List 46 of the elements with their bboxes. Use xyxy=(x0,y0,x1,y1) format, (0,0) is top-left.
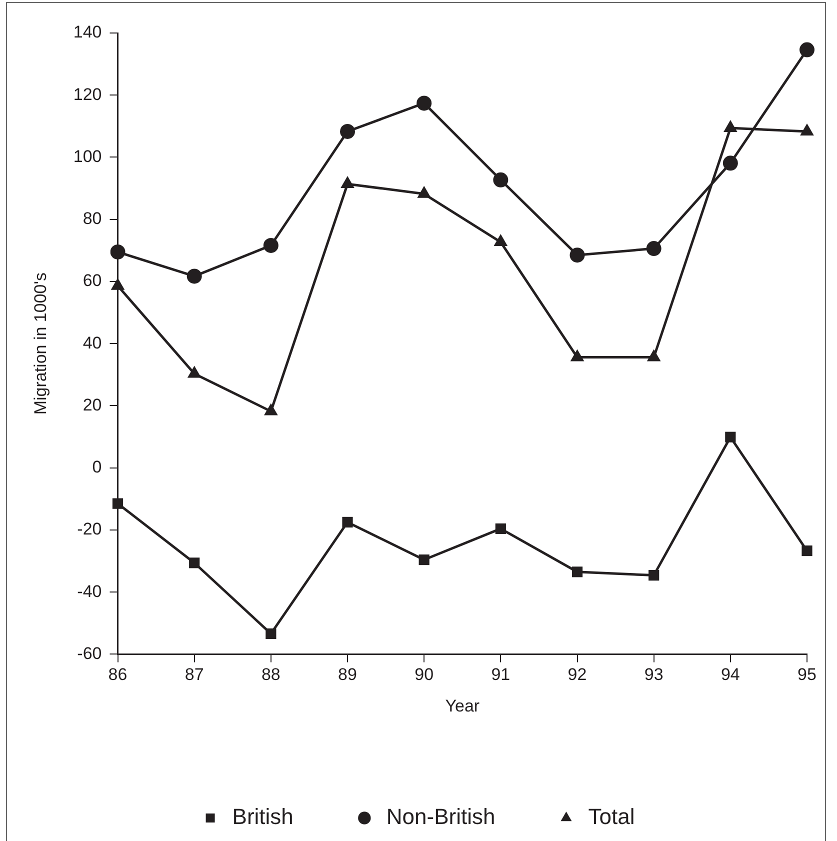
point xyxy=(495,523,506,534)
x-tick-label: 92 xyxy=(568,665,587,684)
point xyxy=(725,432,736,442)
point xyxy=(493,172,508,188)
y-tick-label: 140 xyxy=(73,22,102,42)
y-axis-title: Migration in 1000's xyxy=(30,272,50,415)
point xyxy=(263,238,278,253)
point xyxy=(572,566,583,578)
point xyxy=(570,248,585,263)
x-tick-label: 87 xyxy=(184,665,204,684)
y-tick-label: 0 xyxy=(92,458,102,477)
y-tick-label: -60 xyxy=(77,644,102,663)
x-tick-label: 89 xyxy=(338,665,357,684)
legend-label: Total xyxy=(588,804,635,830)
y-tick-label: 20 xyxy=(82,395,102,414)
y-tick-label: 80 xyxy=(82,209,102,228)
point xyxy=(112,498,124,509)
point xyxy=(342,516,353,528)
point xyxy=(646,241,662,256)
y-tick-label: -40 xyxy=(77,582,102,601)
y-tick-label: 40 xyxy=(82,333,102,352)
x-tick-label: 91 xyxy=(491,665,510,684)
point xyxy=(186,268,202,284)
point xyxy=(110,244,126,260)
x-axis-title: Year xyxy=(445,696,480,716)
y-tick-label: 120 xyxy=(73,84,102,104)
point xyxy=(722,156,738,171)
point xyxy=(802,545,812,556)
point xyxy=(189,558,200,568)
point xyxy=(648,570,660,581)
point xyxy=(416,96,432,111)
legend-label: Non-British xyxy=(386,804,496,830)
x-tick-label: 95 xyxy=(798,665,816,684)
legend-label: British xyxy=(232,804,294,830)
x-tick-label: 94 xyxy=(720,665,740,684)
point xyxy=(266,628,276,640)
x-tick-label: 93 xyxy=(644,665,664,684)
point xyxy=(418,554,430,566)
point xyxy=(800,42,814,58)
x-tick-label: 90 xyxy=(414,665,434,684)
y-tick-label: 60 xyxy=(82,271,102,290)
y-tick-label: -20 xyxy=(77,520,102,539)
x-tick-label: 88 xyxy=(261,665,280,684)
y-tick-label: 100 xyxy=(73,146,102,166)
point xyxy=(340,124,356,139)
x-tick-label: 86 xyxy=(108,665,128,684)
